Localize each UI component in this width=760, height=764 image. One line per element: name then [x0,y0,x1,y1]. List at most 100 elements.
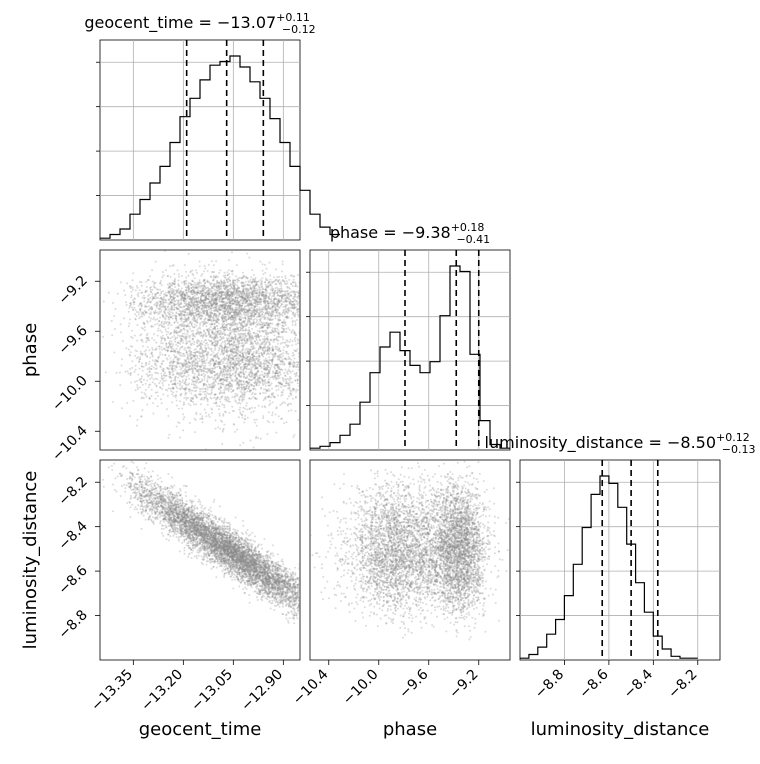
scatter-point [311,310,313,312]
scatter-point [212,328,214,330]
scatter-point [307,285,309,287]
scatter-point [173,359,175,361]
scatter-point [223,391,225,393]
scatter-point [272,357,274,359]
scatter-point [160,291,162,293]
scatter-point [138,317,140,319]
scatter-point [273,294,275,296]
scatter-point [227,281,229,283]
scatter-point [308,291,310,293]
scatter-point [211,321,213,323]
scatter-point [316,351,318,353]
scatter-point [298,282,300,284]
scatter-point [235,307,237,309]
scatter-point [128,323,130,325]
scatter-point [223,404,225,406]
scatter-point [337,301,339,303]
scatter-point [252,392,254,394]
scatter-point [178,280,180,282]
scatter-point [205,390,207,392]
scatter-point [301,361,303,363]
scatter-point [146,404,148,406]
scatter-point [202,391,204,393]
scatter-point [254,280,256,282]
scatter-point [169,333,171,335]
scatter-point [195,325,197,327]
scatter-point [193,384,195,386]
scatter-point [167,415,169,417]
scatter-point [326,301,328,303]
scatter-point [134,307,136,309]
scatter-point [154,312,156,314]
scatter-point [281,331,283,333]
scatter-point [244,418,246,420]
scatter-point [304,290,306,292]
scatter-point [121,365,123,367]
scatter-point [189,328,191,330]
scatter-point [193,403,195,405]
scatter-point [178,273,180,275]
scatter-point [303,309,305,311]
scatter-point [281,270,283,272]
scatter-point [225,324,227,326]
scatter-point [145,364,147,366]
scatter-point [322,335,324,337]
scatter-point [292,285,294,287]
scatter-point [151,308,153,310]
scatter-point [151,368,153,370]
scatter-point [321,343,323,345]
scatter-point [304,367,306,369]
scatter-point [190,351,192,353]
scatter-point [208,333,210,335]
scatter-point [181,320,183,322]
scatter-point [165,330,167,332]
scatter-point [224,313,226,315]
scatter-point [317,312,319,314]
scatter-point [257,350,259,352]
scatter-point [247,277,249,279]
scatter-point [219,281,221,283]
scatter-point [268,356,270,358]
scatter-point [175,369,177,371]
scatter-point [174,280,176,282]
scatter-point [184,347,186,349]
scatter-point [172,343,174,345]
scatter-point [149,378,151,380]
scatter-point [308,336,310,338]
scatter-point [148,368,150,370]
scatter-point [189,311,191,313]
scatter-point [251,339,253,341]
scatter-point [256,419,258,421]
scatter-point [225,362,227,364]
scatter-point [298,305,300,307]
scatter-point [274,318,276,320]
scatter-point [149,357,151,359]
scatter-point [285,328,287,330]
scatter-point [176,295,178,297]
scatter-point [151,374,153,376]
scatter-point [211,271,213,273]
scatter-point [179,343,181,345]
scatter-point [214,345,216,347]
scatter-point [204,355,206,357]
scatter-point [221,443,223,445]
scatter-point [298,369,300,371]
scatter-point [200,291,202,293]
scatter-point [304,414,306,416]
scatter-point [201,273,203,275]
scatter-point [284,275,286,277]
scatter-point [312,343,314,345]
scatter-point [205,395,207,397]
scatter-point [305,296,307,298]
scatter-point [298,315,300,317]
scatter-point [159,304,161,306]
scatter-point [267,352,269,354]
scatter-point [211,260,213,262]
scatter-point [304,368,306,370]
scatter-point [235,290,237,292]
scatter-point [272,421,274,423]
scatter-point [194,352,196,354]
scatter-point [236,384,238,386]
scatter-point [172,315,174,317]
scatter-point [317,305,319,307]
